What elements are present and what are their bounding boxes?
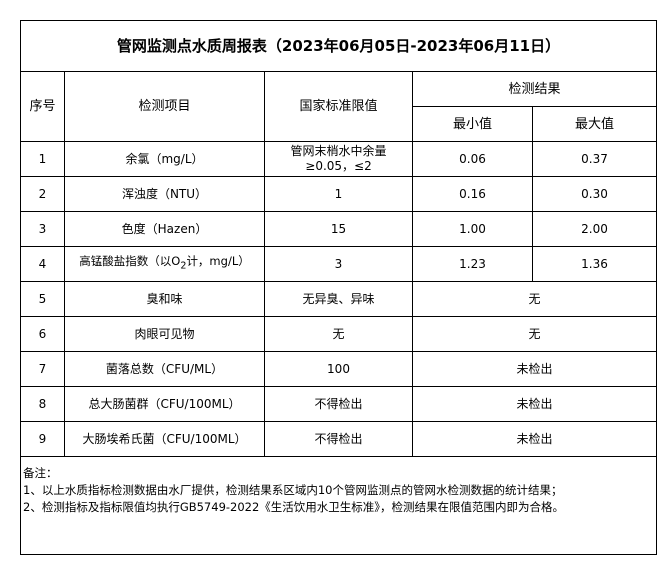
cell-min: 1.23 — [412, 246, 533, 282]
table-row: 5 臭和味 无异臭、异味 无 — [20, 281, 658, 317]
report-title: 管网监测点水质周报表（2023年06月05日-2023年06月11日） — [19, 20, 658, 72]
header-index: 序号 — [20, 71, 65, 142]
cell-max: 0.30 — [531, 176, 658, 212]
table-row: 7 菌落总数（CFU/ML） 100 未检出 — [20, 351, 658, 387]
cell-standard: 不得检出 — [264, 421, 413, 457]
cell-item: 肉眼可见物 — [64, 316, 265, 352]
cell-min: 0.16 — [412, 176, 533, 212]
cell-standard: 不得检出 — [264, 386, 413, 422]
cell-standard: 100 — [264, 351, 413, 387]
cell-min: 0.06 — [412, 141, 533, 177]
cell-index: 3 — [20, 211, 65, 247]
cell-index: 7 — [20, 351, 65, 387]
cell-item: 余氯（mg/L） — [64, 141, 265, 177]
cell-standard: 无 — [264, 316, 413, 352]
table-row: 1 余氯（mg/L） 管网末梢水中余量≥0.05，≤2 0.06 0.37 — [20, 141, 658, 177]
cell-standard: 无异臭、异味 — [264, 281, 413, 317]
item-prefix: 高锰酸盐指数（以O — [79, 254, 181, 269]
header-standard: 国家标准限值 — [264, 71, 413, 142]
cell-item: 总大肠菌群（CFU/100ML） — [64, 386, 265, 422]
table-row: 8 总大肠菌群（CFU/100ML） 不得检出 未检出 — [20, 386, 658, 422]
table-row: 6 肉眼可见物 无 无 — [20, 316, 658, 352]
cell-standard: 15 — [264, 211, 413, 247]
cell-standard: 3 — [264, 246, 413, 282]
cell-item: 菌落总数（CFU/ML） — [64, 351, 265, 387]
cell-result: 未检出 — [411, 386, 658, 422]
header-item: 检测项目 — [64, 71, 265, 142]
header-min: 最小值 — [412, 106, 533, 142]
cell-result: 无 — [411, 281, 658, 317]
cell-item: 大肠埃希氏菌（CFU/100ML） — [64, 421, 265, 457]
water-quality-report-table: 管网监测点水质周报表（2023年06月05日-2023年06月11日） 序号 检… — [19, 20, 658, 555]
cell-max: 1.36 — [531, 246, 658, 282]
header-max: 最大值 — [531, 106, 658, 142]
cell-item: 臭和味 — [64, 281, 265, 317]
table-row: 3 色度（Hazen） 15 1.00 2.00 — [20, 211, 658, 247]
item-suffix: 计，mg/L） — [186, 254, 250, 269]
cell-min: 1.00 — [412, 211, 533, 247]
notes-line: 2、检测指标及指标限值均执行GB5749-2022《生活饮用水卫生标准》，检测结… — [23, 500, 565, 514]
cell-item: 色度（Hazen） — [64, 211, 265, 247]
notes: 备注： 1、以上水质指标检测数据由水厂提供，检测结果系区域内10个管网监测点的管… — [19, 456, 658, 555]
table-row: 2 浑浊度（NTU） 1 0.16 0.30 — [20, 176, 658, 212]
cell-result: 未检出 — [411, 421, 658, 457]
cell-index: 2 — [20, 176, 65, 212]
cell-index: 8 — [20, 386, 65, 422]
cell-index: 4 — [20, 246, 65, 282]
cell-standard: 1 — [264, 176, 413, 212]
cell-index: 5 — [20, 281, 65, 317]
cell-max: 2.00 — [531, 211, 658, 247]
cell-item: 浑浊度（NTU） — [64, 176, 265, 212]
cell-max: 0.37 — [531, 141, 658, 177]
table-row: 4 高锰酸盐指数（以O2计，mg/L） 3 1.23 1.36 — [20, 246, 658, 282]
cell-standard: 管网末梢水中余量≥0.05，≤2 — [264, 141, 413, 177]
notes-line: 1、以上水质指标检测数据由水厂提供，检测结果系区域内10个管网监测点的管网水检测… — [23, 483, 563, 497]
notes-label: 备注： — [23, 466, 58, 480]
header-result: 检测结果 — [411, 71, 658, 107]
cell-index: 6 — [20, 316, 65, 352]
item-subscript: 2 — [180, 260, 187, 272]
cell-index: 9 — [20, 421, 65, 457]
cell-result: 无 — [411, 316, 658, 352]
cell-index: 1 — [20, 141, 65, 177]
table-row: 9 大肠埃希氏菌（CFU/100ML） 不得检出 未检出 — [20, 421, 658, 457]
cell-item: 高锰酸盐指数（以O2计，mg/L） — [64, 246, 265, 282]
cell-result: 未检出 — [411, 351, 658, 387]
